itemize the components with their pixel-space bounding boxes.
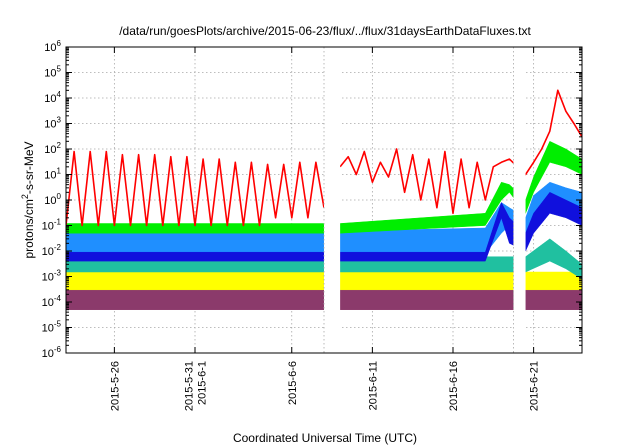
y-tick-label-exponent: 6 — [57, 39, 62, 48]
y-tick-label-base: 10 — [44, 42, 56, 54]
y-axis-label: protons/cm2-s-sr-MeV — [20, 141, 36, 258]
x-tick-label: 2015-6-16 — [448, 361, 460, 411]
y-tick-label-base: 10 — [44, 195, 56, 207]
y-tick-label-exponent: -5 — [54, 320, 62, 329]
y-tick-label-exponent: -2 — [54, 243, 62, 252]
y-tick-label-exponent: 2 — [57, 141, 62, 150]
y-tick-label-base: 10 — [44, 144, 56, 156]
x-axis-label: Coordinated Universal Time (UTC) — [233, 431, 417, 445]
y-tick-label: 105 — [44, 65, 61, 80]
y-tick-label: 106 — [44, 39, 61, 54]
y-tick-label-base: 10 — [42, 246, 54, 258]
y-tick-label-base: 10 — [42, 272, 54, 284]
x-tick-label: 2015-6-1 — [197, 361, 209, 405]
y-axis-label-part: protons/cm — [22, 199, 36, 258]
y-tick-label-exponent: 4 — [57, 90, 62, 99]
series-layer — [66, 47, 582, 353]
y-tick-label: 10-1 — [42, 218, 62, 233]
y-axis-label-superscript: 2 — [20, 194, 30, 199]
y-tick-label: 100 — [44, 192, 61, 207]
y-axis: 10-610-510-410-310-210-11001011021031041… — [42, 39, 62, 360]
x-tick-label: 2015-5-26 — [109, 361, 121, 411]
series-4-band — [66, 191, 582, 262]
y-tick-label-exponent: -4 — [54, 294, 62, 303]
x-tick-label: 2015-5-31 — [184, 361, 196, 411]
chart-title: /data/run/goesPlots/archive/2015-06-23/f… — [119, 24, 531, 38]
y-tick-label: 10-5 — [42, 320, 62, 335]
y-tick-label-base: 10 — [42, 221, 54, 233]
y-tick-label-base: 10 — [42, 348, 54, 360]
y-tick-label-base: 10 — [44, 93, 56, 105]
y-tick-label-exponent: 5 — [57, 65, 62, 74]
y-tick-label: 103 — [44, 116, 61, 131]
plot-area — [65, 46, 583, 354]
y-tick-label-exponent: 0 — [57, 192, 62, 201]
y-tick-label-base: 10 — [44, 119, 56, 131]
y-tick-label: 104 — [44, 90, 61, 105]
y-tick-label-exponent: -3 — [54, 269, 62, 278]
x-tick-label: 2015-6-21 — [529, 361, 541, 411]
y-axis-label-part: -s-sr-MeV — [22, 141, 36, 194]
x-tick-label: 2015-6-11 — [367, 361, 379, 410]
y-tick-label-base: 10 — [42, 323, 54, 335]
y-tick-label-base: 10 — [44, 68, 56, 80]
y-tick-label: 10-4 — [42, 294, 62, 309]
x-axis: 2015-5-26 2015-5-31 2015-6-1 2015-6-6 2015-6… — [109, 361, 540, 411]
y-tick-label-base: 10 — [42, 297, 54, 309]
series-5-band — [66, 140, 582, 234]
series-6-line — [66, 89, 582, 227]
y-tick-label-base: 10 — [44, 170, 56, 182]
y-tick-label: 10-2 — [42, 243, 62, 258]
data-gap — [513, 47, 526, 353]
x-tick-label: 2015-6-6 — [287, 361, 299, 405]
y-tick-label-exponent: -6 — [54, 345, 62, 354]
y-tick-label: 10-6 — [42, 345, 62, 360]
y-tick-label-exponent: 3 — [57, 116, 62, 125]
y-tick-label-exponent: -1 — [54, 218, 62, 227]
y-tick-label-exponent: 1 — [57, 167, 62, 176]
axis-ticks — [66, 46, 582, 354]
y-tick-label: 101 — [44, 167, 61, 182]
y-tick-label: 10-3 — [42, 269, 62, 284]
y-tick-label: 102 — [44, 141, 61, 156]
data-gap — [324, 47, 341, 353]
